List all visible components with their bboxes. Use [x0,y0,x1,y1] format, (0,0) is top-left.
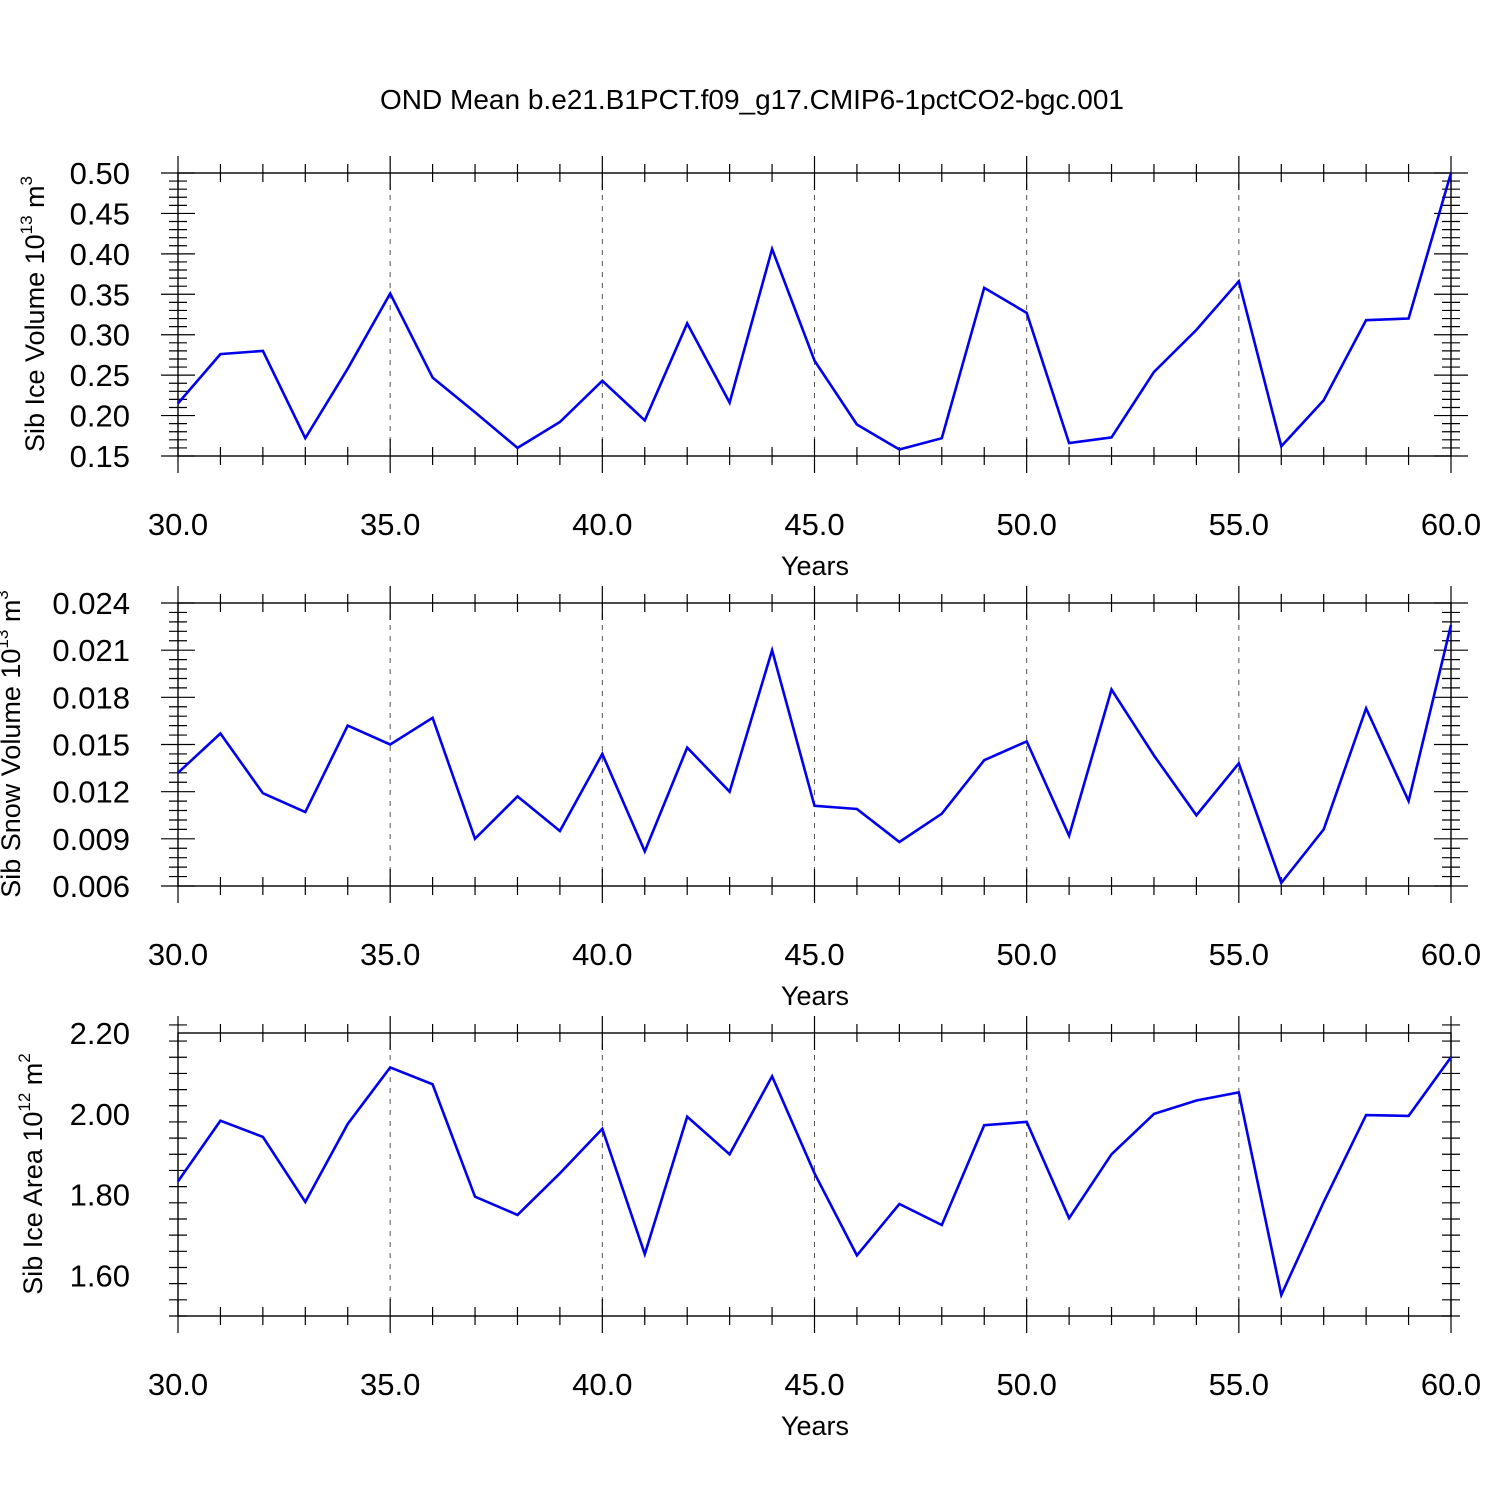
grid-lines [389,603,1240,886]
y-tick-label: 0.012 [52,775,130,810]
x-tick-label: 35.0 [360,1367,420,1402]
tick-labels: 30.0 35.0 40.0 45.0 50.0 55.0 60.0 0.15 0.20 0.25… [70,156,1482,542]
x-tick-label: 30.0 [148,507,208,542]
y-tick-label: 0.30 [70,318,130,353]
panel-ice-volume: 30.0 35.0 40.0 45.0 50.0 55.0 60.0 0.15 0.20 0.25… [17,156,1481,581]
x-tick-label: 55.0 [1209,507,1269,542]
x-tick-label: 45.0 [784,937,844,972]
x-tick-label: 50.0 [996,937,1056,972]
grid-lines [389,1033,1240,1316]
x-tick-label: 60.0 [1421,1367,1481,1402]
plot-frame [177,602,1452,887]
y-tick-label: 2.20 [70,1016,130,1051]
tick-labels: 30.0 35.0 40.0 45.0 50.0 55.0 60.0 0.006 0.009 0.… [52,586,1481,972]
x-axis-title: Years [781,981,849,1011]
y-tick-label: 0.50 [70,156,130,191]
y-tick-label: 0.018 [52,680,130,715]
x-tick-label: 45.0 [784,507,844,542]
panel-ice-area: 30.0 35.0 40.0 45.0 50.0 55.0 60.0 1.60 1.80 2.00… [15,1016,1481,1441]
x-tick-label: 35.0 [360,937,420,972]
axis-ticks [169,1016,1460,1333]
series-line [177,172,1453,451]
y-tick-label: 2.00 [70,1097,130,1132]
x-axis-title: Years [781,1411,849,1441]
y-tick-label: 1.80 [70,1178,130,1213]
x-tick-label: 40.0 [572,1367,632,1402]
y-tick-label: 0.009 [52,822,130,857]
x-tick-label: 30.0 [148,1367,208,1402]
figure-title: OND Mean b.e21.B1PCT.f09_g17.CMIP6-1pctC… [380,84,1124,115]
x-tick-label: 50.0 [996,1367,1056,1402]
y-axis-title: Sib Snow Volume 1013 m3 [0,590,26,898]
y-axis-title: Sib Ice Volume 1013 m3 [17,176,50,452]
x-tick-label: 60.0 [1421,937,1481,972]
panel-snow-volume: 30.0 35.0 40.0 45.0 50.0 55.0 60.0 0.006 0.009 0.… [0,586,1481,1011]
x-tick-label: 60.0 [1421,507,1481,542]
y-tick-label: 0.024 [52,586,130,621]
x-tick-label: 40.0 [572,507,632,542]
x-tick-label: 55.0 [1209,937,1269,972]
series-layer [176,1056,1453,1300]
y-tick-label: 0.25 [70,358,130,393]
tick-labels: 30.0 35.0 40.0 45.0 50.0 55.0 60.0 1.60 1.80 2.00… [70,1016,1482,1402]
grid-lines [389,173,1240,456]
x-tick-label: 35.0 [360,507,420,542]
x-tick-label: 55.0 [1209,1367,1269,1402]
y-tick-label: 0.45 [70,196,130,231]
y-tick-label: 0.15 [70,439,130,474]
x-axis-title: Years [781,551,849,581]
series-line [176,1056,1453,1300]
y-tick-label: 0.015 [52,728,130,763]
x-tick-label: 45.0 [784,1367,844,1402]
x-tick-label: 50.0 [996,507,1056,542]
plot-frame [177,172,1452,457]
x-tick-label: 40.0 [572,937,632,972]
y-axis-title: Sib Ice Area 1012 m2 [15,1053,48,1295]
y-tick-label: 0.40 [70,237,130,272]
y-tick-label: 0.021 [52,633,130,668]
y-tick-label: 0.35 [70,277,130,312]
x-tick-label: 30.0 [148,937,208,972]
y-tick-label: 1.60 [70,1259,130,1294]
y-tick-label: 0.006 [52,869,130,904]
axis-ticks [161,156,1468,473]
y-tick-label: 0.20 [70,399,130,434]
series-line [177,624,1453,886]
series-layer [177,172,1453,451]
series-layer [177,624,1453,886]
